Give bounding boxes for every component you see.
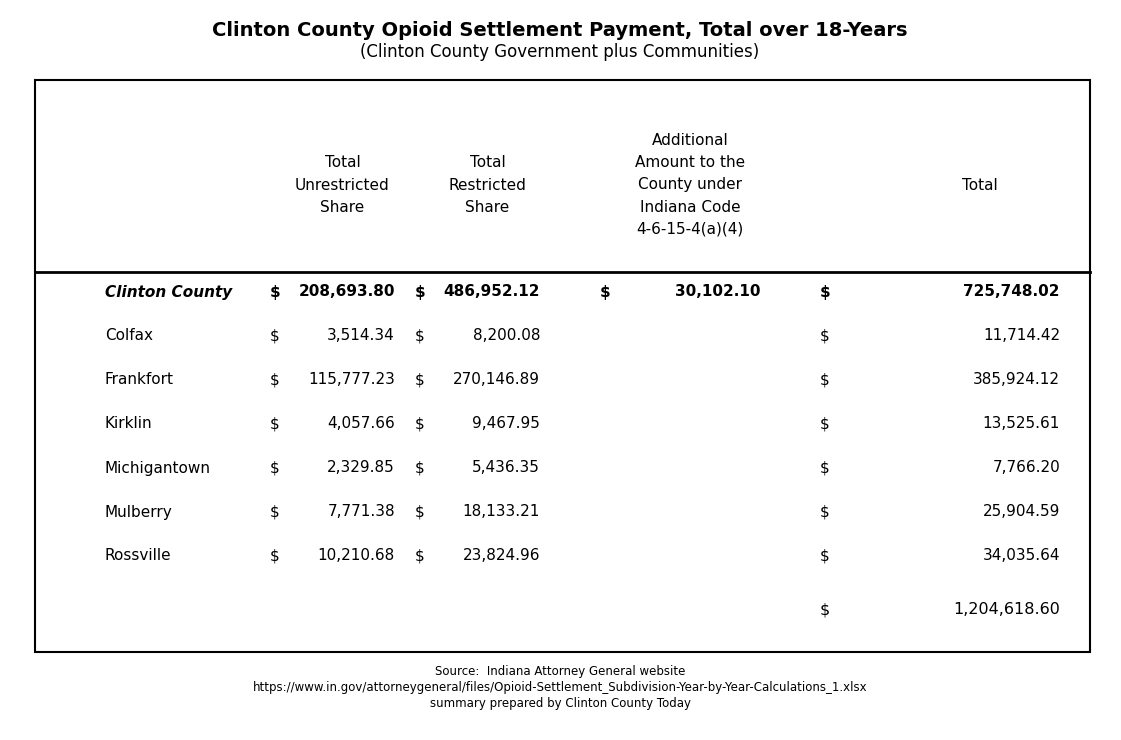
Text: Michigantown: Michigantown [105, 460, 211, 476]
Text: $: $ [819, 372, 830, 388]
Text: Total
Restricted
Share: Total Restricted Share [448, 155, 527, 215]
Text: 13,525.61: 13,525.61 [983, 417, 1060, 431]
Text: $: $ [270, 329, 280, 343]
Text: 11,714.42: 11,714.42 [983, 329, 1060, 343]
Text: $: $ [270, 548, 280, 563]
Text: Total: Total [962, 178, 998, 192]
Text: 1,204,618.60: 1,204,618.60 [953, 602, 1060, 617]
Text: 10,210.68: 10,210.68 [317, 548, 395, 563]
Text: $: $ [270, 417, 280, 431]
Text: $: $ [819, 329, 830, 343]
Text: $: $ [415, 548, 425, 563]
Text: 7,766.20: 7,766.20 [992, 460, 1060, 476]
Text: $: $ [270, 372, 280, 388]
Text: $: $ [819, 417, 830, 431]
Text: 5,436.35: 5,436.35 [472, 460, 540, 476]
Text: 725,748.02: 725,748.02 [964, 284, 1060, 300]
Text: 7,771.38: 7,771.38 [327, 505, 395, 519]
Text: $: $ [415, 505, 425, 519]
Text: Clinton County Opioid Settlement Payment, Total over 18-Years: Clinton County Opioid Settlement Payment… [212, 21, 908, 39]
Text: $: $ [819, 602, 831, 617]
Text: Frankfort: Frankfort [105, 372, 174, 388]
Text: 9,467.95: 9,467.95 [472, 417, 540, 431]
Text: $: $ [415, 417, 425, 431]
Text: 486,952.12: 486,952.12 [444, 284, 540, 300]
Text: 18,133.21: 18,133.21 [463, 505, 540, 519]
Text: Source:  Indiana Attorney General website: Source: Indiana Attorney General website [435, 665, 685, 679]
Text: $: $ [270, 505, 280, 519]
Text: $: $ [415, 372, 425, 388]
Text: Rossville: Rossville [105, 548, 172, 563]
Text: 23,824.96: 23,824.96 [463, 548, 540, 563]
Bar [35, 80, 1090, 652]
Text: 4,057.66: 4,057.66 [327, 417, 395, 431]
Text: $: $ [415, 329, 425, 343]
Text: 3,514.34: 3,514.34 [327, 329, 395, 343]
Text: 25,904.59: 25,904.59 [983, 505, 1060, 519]
Text: Clinton County: Clinton County [105, 284, 232, 300]
Text: $: $ [819, 460, 830, 476]
Text: 8,200.08: 8,200.08 [472, 329, 540, 343]
Text: $: $ [819, 284, 831, 300]
Text: Kirklin: Kirklin [105, 417, 152, 431]
Text: Mulberry: Mulberry [105, 505, 173, 519]
Text: $: $ [415, 284, 426, 300]
Text: https://www.in.gov/attorneygeneral/files/Opioid-Settlement_Subdivision-Year-by-Y: https://www.in.gov/attorneygeneral/files… [252, 682, 868, 695]
Text: $: $ [819, 548, 830, 563]
Text: 115,777.23: 115,777.23 [308, 372, 395, 388]
Text: 34,035.64: 34,035.64 [982, 548, 1060, 563]
Text: $: $ [270, 284, 280, 300]
Text: summary prepared by Clinton County Today: summary prepared by Clinton County Today [429, 698, 691, 710]
Text: 270,146.89: 270,146.89 [453, 372, 540, 388]
Text: (Clinton County Government plus Communities): (Clinton County Government plus Communit… [360, 43, 760, 61]
Text: 2,329.85: 2,329.85 [327, 460, 395, 476]
Text: $: $ [415, 460, 425, 476]
Text: 30,102.10: 30,102.10 [675, 284, 760, 300]
Text: 208,693.80: 208,693.80 [298, 284, 395, 300]
Text: 385,924.12: 385,924.12 [973, 372, 1060, 388]
Text: Additional
Amount to the
County under
Indiana Code
4-6-15-4(a)(4): Additional Amount to the County under In… [634, 133, 745, 237]
Text: $: $ [819, 505, 830, 519]
Text: $: $ [600, 284, 611, 300]
Text: Total
Unrestricted
Share: Total Unrestricted Share [295, 155, 390, 215]
Text: Colfax: Colfax [105, 329, 152, 343]
Text: $: $ [270, 460, 280, 476]
